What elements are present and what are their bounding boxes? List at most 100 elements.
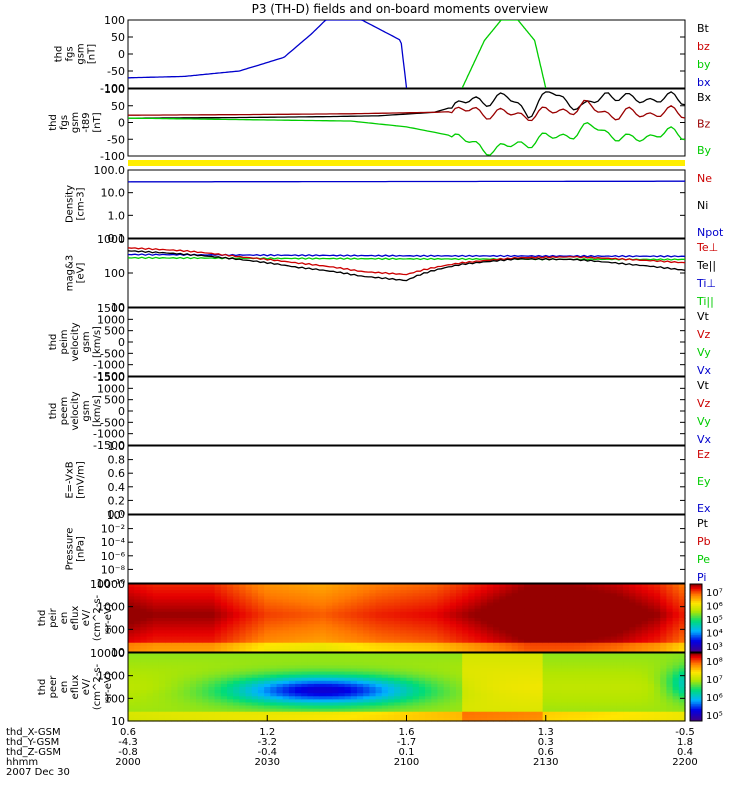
footer-value: 2030	[255, 757, 280, 768]
footer-value: -0.4	[257, 747, 277, 758]
colorbar-tick: 10⁵	[706, 711, 723, 722]
y-tick-label: 100	[104, 83, 125, 96]
y-tick-label: 1000	[97, 382, 125, 395]
colorbar-tick: 10³	[706, 642, 723, 653]
footer-value: -1.7	[397, 737, 417, 748]
panel-4: 1000 100 10 mag&3 [eV] Te⊥ Te|| Ti⊥ Ti||	[65, 233, 719, 314]
legend-item: Ni	[697, 199, 708, 212]
y-tick-label: 1000	[97, 313, 125, 326]
y-label-line: thd	[48, 403, 59, 420]
y-tick-label: 10000	[90, 578, 125, 591]
legend-item: Ez	[697, 448, 710, 461]
legend-item: Bz	[697, 118, 711, 131]
y-label-line: Density	[65, 185, 76, 223]
y-tick-label: 10⁻⁴	[101, 536, 126, 549]
y-tick-label: 100	[104, 267, 125, 280]
y-label-line: [mV/m]	[76, 461, 87, 499]
footer-value: -0.5	[675, 727, 695, 738]
legend-item: Vz	[697, 328, 711, 341]
panel-frame	[127, 445, 686, 515]
legend-item: bz	[697, 40, 710, 53]
footer-value: 0.6	[120, 727, 136, 738]
legend-item: Ex	[697, 502, 711, 515]
y-tick-label: 10000	[90, 647, 125, 660]
y-tick-label: -100	[100, 82, 125, 95]
y-tick-label: 1000	[97, 233, 125, 246]
y-axis-label: Density [cm-3]	[65, 185, 87, 223]
y-axis-label: Pressure [nPa]	[65, 528, 87, 571]
footer-value: -4.3	[118, 737, 138, 748]
series-line	[128, 117, 685, 156]
y-label-line: en	[59, 612, 70, 625]
series-line	[128, 91, 685, 119]
colorbar-tick: 10⁵	[706, 615, 723, 626]
legend-item: Vy	[697, 415, 711, 428]
legend-item: Bt	[697, 22, 710, 35]
y-tick-label: 100.0	[94, 164, 126, 177]
footer-row-label: thd_Y-GSM	[6, 737, 59, 748]
y-tick-label: 0	[118, 405, 125, 418]
plot-title: P3 (TH-D) fields and on-board moments ov…	[252, 2, 549, 16]
y-tick-label: -1500	[93, 370, 125, 383]
footer-value: 1.2	[259, 727, 275, 738]
y-axis-label: thd fgs gsm -t89 [nT]	[48, 112, 103, 133]
y-tick-label: -50	[107, 65, 125, 78]
series-line	[128, 250, 685, 282]
footer-value: 2130	[533, 757, 558, 768]
colorbar-tick: 10⁸	[706, 657, 723, 668]
y-tick-label: 500	[104, 394, 125, 407]
legend-item: Npot	[697, 226, 724, 239]
panel-frame	[127, 307, 686, 377]
footer-row-label: thd_X-GSM	[6, 727, 61, 738]
panel-1: 100 50 0 -50 -100 thd fgs gsm [nT] Bt bz by bx	[54, 14, 711, 95]
footer-value: 2000	[115, 757, 140, 768]
y-tick-label: 10⁻²	[101, 523, 125, 536]
y-label-line: peir	[48, 607, 59, 627]
y-label-line: [eV]	[76, 263, 87, 284]
footer-value: 1.3	[538, 727, 554, 738]
y-tick-label: 1.0	[108, 440, 126, 453]
y-label-line: -t89	[81, 112, 92, 132]
legend-item: Ti||	[696, 295, 714, 308]
y-label-line: gsm	[81, 400, 92, 421]
y-label-line: thd	[37, 610, 48, 627]
legend-item: Bx	[697, 91, 712, 104]
y-tick-label: 10⁻¹⁰	[96, 577, 125, 590]
y-label-line: (cm^2-s-	[92, 594, 103, 641]
legend-item: Te||	[696, 259, 716, 272]
legend-item: by	[697, 58, 711, 71]
colorbar-10: 10⁸ 10⁷ 10⁶ 10⁵	[689, 652, 723, 722]
footer-value: 0.3	[538, 737, 554, 748]
y-tick-label: 0	[118, 336, 125, 349]
legend-item: Ey	[697, 475, 711, 488]
y-tick-label: 0.2	[108, 494, 126, 507]
y-tick-label: 0	[118, 117, 125, 130]
y-tick-label: 10	[111, 301, 125, 314]
y-tick-label: 10⁻⁶	[101, 550, 126, 563]
y-label-line: sr-eV)	[103, 603, 114, 632]
colorbar-tick: 10⁶	[706, 602, 723, 613]
legend-item: Ti⊥	[696, 277, 716, 290]
y-label-line: thd	[37, 679, 48, 696]
colorbar-9: 10⁷ 10⁶ 10⁵ 10⁴ 10³	[689, 583, 723, 653]
footer-value: 1.8	[677, 737, 693, 748]
panel-frame	[127, 238, 686, 308]
y-label-line: gsm	[76, 43, 87, 64]
panel-frame	[127, 514, 686, 584]
y-label-line: en	[59, 681, 70, 694]
legend-item: Vx	[697, 433, 712, 446]
y-axis-label: thd peir en eflux eV/(cm^2-s-sr-eV)	[37, 594, 114, 641]
colorbar-tick: 10⁶	[706, 693, 723, 704]
y-label-line: fgs	[65, 46, 76, 61]
y-tick-label: 1000	[97, 601, 125, 614]
legend-item: Pb	[697, 535, 711, 548]
y-tick-label: 50	[111, 31, 125, 44]
panel-2: 100 50 0 -50 -100 thd fgs gsm -t89 [nT] Bx Bz By	[48, 83, 712, 163]
legend-item: Vz	[697, 397, 711, 410]
y-tick-label: -1000	[93, 428, 125, 441]
y-label-line: eflux	[70, 675, 81, 700]
footer-row-label: hhmm	[6, 757, 38, 768]
legend-item: Vt	[697, 310, 710, 323]
